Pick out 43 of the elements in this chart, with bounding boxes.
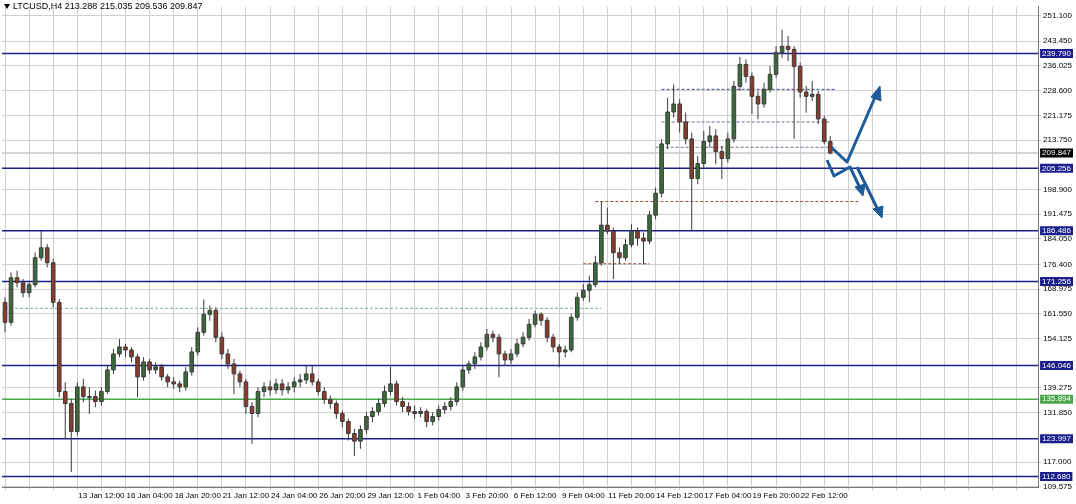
ref-line-label: 135.894 [1042, 394, 1072, 404]
x-tick-label: 24 Jan 04:00 [271, 491, 318, 501]
x-tick-label: 3 Feb 20:00 [465, 491, 509, 501]
x-tick-label: 18 Jan 20:00 [174, 491, 222, 501]
ref-line-label: 123.997 [1042, 434, 1072, 444]
x-tick-label: 21 Jan 12:00 [222, 491, 270, 501]
y-tick-label: 236.025 [1043, 61, 1073, 71]
y-tick-label: 191.475 [1043, 209, 1073, 219]
x-tick-label: 29 Jan 12:00 [367, 491, 415, 501]
y-tick-label: 251.100 [1043, 10, 1073, 20]
ref-line-label: 146.046 [1042, 360, 1072, 370]
y-tick-label: 198.900 [1043, 184, 1073, 194]
ref-line-label: 171.256 [1042, 276, 1072, 286]
ref-line-label: 239.790 [1042, 48, 1072, 58]
y-tick-label: 131.850 [1043, 407, 1073, 417]
x-tick-label: 6 Feb 12:00 [513, 491, 557, 501]
x-tick-label: 9 Feb 04:00 [561, 491, 606, 501]
y-tick-label: 161.550 [1043, 309, 1073, 319]
ref-line-label: 112.680 [1042, 471, 1071, 481]
y-tick-label: 109.575 [1043, 482, 1073, 492]
y-tick-label: 139.275 [1043, 383, 1073, 393]
y-tick-label: 221.175 [1043, 110, 1073, 120]
y-tick-label: 228.600 [1043, 85, 1073, 95]
y-tick-label: 184.050 [1043, 234, 1073, 244]
x-tick-label: 13 Jan 12:00 [78, 491, 126, 501]
x-tick-label: 22 Feb 12:00 [800, 491, 849, 501]
x-tick-label: 26 Jan 20:00 [319, 491, 367, 501]
x-tick-label: 16 Jan 04:00 [126, 491, 174, 501]
y-tick-label: 154.125 [1043, 333, 1073, 343]
x-tick-label: 14 Feb 12:00 [656, 491, 704, 501]
ref-line-label: 205.256 [1042, 163, 1072, 173]
ref-line-label: 186.486 [1042, 226, 1072, 236]
x-tick-label: 1 Feb 04:00 [417, 491, 461, 501]
y-tick-label: 117.000 [1043, 457, 1072, 467]
ref-line-label: 209.847 [1042, 148, 1072, 158]
x-tick-label: 19 Feb 20:00 [752, 491, 801, 501]
x-tick-label: 11 Feb 20:00 [608, 491, 656, 501]
y-tick-label: 243.450 [1043, 36, 1073, 46]
chart-title: LTCUSD,H4 213.288 215.035 209.536 209.847 [13, 1, 203, 11]
x-tick-label: 17 Feb 04:00 [704, 491, 752, 501]
y-tick-label: 168.975 [1043, 284, 1073, 294]
y-tick-label: 176.400 [1043, 259, 1073, 269]
y-tick-label: 213.750 [1043, 135, 1073, 145]
